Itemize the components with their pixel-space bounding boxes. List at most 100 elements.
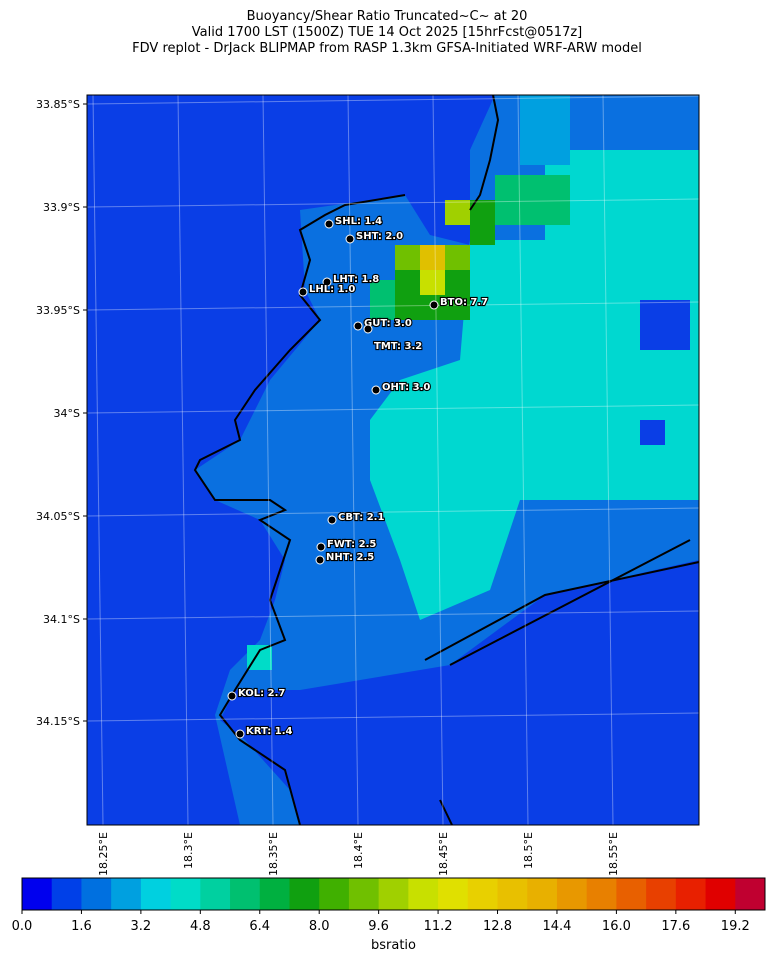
lon-label: 18.45°E <box>437 832 450 876</box>
colorbar-bin <box>111 878 142 910</box>
colorbar-tick-label: 19.2 <box>721 919 750 934</box>
title-line: Buoyancy/Shear Ratio Truncated~C~ at 20 <box>247 9 528 24</box>
station-marker <box>235 729 245 739</box>
colorbar-bin <box>51 878 82 910</box>
lon-label: 18.3°E <box>182 832 195 869</box>
station-marker <box>324 219 334 229</box>
station-label: FWT: 2.5 <box>327 539 376 550</box>
map-frame <box>86 94 700 826</box>
lon-label: 18.35°E <box>267 832 280 876</box>
colorbar-bin <box>705 878 736 910</box>
colorbar-bin <box>22 878 53 910</box>
station-label: LHL: 1.0 <box>309 284 355 295</box>
field-high <box>370 150 699 620</box>
station-marker <box>327 515 337 525</box>
colorbar-tick-label: 16.0 <box>602 919 631 934</box>
colorbar-tick-label: 1.6 <box>71 919 92 934</box>
station-label: LHT: 1.8 <box>333 274 379 285</box>
colorbar-bin <box>675 878 707 910</box>
colorbar-bin <box>527 878 558 910</box>
field-cell <box>470 200 495 245</box>
colorbar-tick-label: 4.8 <box>190 919 211 934</box>
colorbar-bin <box>170 878 201 910</box>
station-label: SHL: 1.4 <box>335 216 382 227</box>
station-label: SHT: 2.0 <box>356 231 403 242</box>
colorbar-bin <box>230 878 261 910</box>
colorbar: 0.0 1.6 3.2 4.8 6.4 8.0 9.6 11.2 12.8 14.4 16.0 17.… <box>12 877 766 953</box>
station-label: BTO: 7.7 <box>440 297 488 308</box>
colorbar-tick-label: 6.4 <box>249 919 270 934</box>
field-cell <box>420 245 445 270</box>
lon-label: 18.25°E <box>97 832 110 876</box>
station-marker <box>227 691 237 701</box>
station-marker <box>371 385 381 395</box>
station-label: NHT: 2.5 <box>326 552 374 563</box>
title-line: FDV replot - DrJack BLIPMAP from RASP 1.… <box>132 41 642 56</box>
colorbar-tick-label: 3.2 <box>131 919 152 934</box>
colorbar-bin <box>81 878 112 910</box>
colorbar-bin <box>200 878 231 910</box>
colorbar-bin <box>408 878 439 910</box>
colorbar-bin <box>378 878 409 910</box>
colorbar-bin <box>497 878 528 910</box>
colorbar-tick-label: 17.6 <box>661 919 690 934</box>
station-marker <box>322 277 332 287</box>
station-label: GUT: 3.0 <box>364 318 412 329</box>
colorbar-bin <box>735 878 766 910</box>
station-label: KOL: 2.7 <box>238 688 285 699</box>
station-marker <box>315 555 325 565</box>
field-cell <box>445 200 470 225</box>
field-cell <box>520 95 570 165</box>
colorbar-tick-label: 11.2 <box>424 919 453 934</box>
colorbar-tick-label: 9.6 <box>368 919 389 934</box>
colorbar-bin <box>646 878 677 910</box>
colorbar-tick-label: 12.8 <box>483 919 512 934</box>
colorbar-bin <box>259 878 290 910</box>
colorbar-frame <box>21 877 766 911</box>
station-label: TMT: 3.2 <box>374 341 422 352</box>
lat-label: 33.9°S <box>43 201 80 214</box>
colorbar-bin <box>467 878 499 910</box>
axes: 33.85°S 33.9°S 33.95°S 34°S 34.05°S 34.1°S 34.… <box>36 98 620 876</box>
colorbar-bin <box>616 878 647 910</box>
lon-label: 18.4°E <box>352 832 365 869</box>
lon-label: 18.55°E <box>607 832 620 876</box>
lat-label: 33.85°S <box>36 98 80 111</box>
title-block: Buoyancy/Shear Ratio Truncated~C~ at 20V… <box>132 9 642 56</box>
lon-label: 18.5°E <box>522 832 535 869</box>
station-marker <box>316 542 326 552</box>
colorbar-bin <box>438 878 469 910</box>
colorbar-label: bsratio <box>371 938 416 953</box>
colorbar-bin <box>348 878 380 910</box>
station-marker <box>298 287 308 297</box>
field-cell <box>420 270 445 295</box>
colorbar-bin <box>140 878 172 910</box>
colorbar-bin <box>319 878 350 910</box>
field-cell <box>640 300 690 350</box>
station-label: OHT: 3.0 <box>382 382 430 393</box>
title-line: Valid 1700 LST (1500Z) TUE 14 Oct 2025 [… <box>192 25 582 40</box>
colorbar-tick-label: 8.0 <box>309 919 330 934</box>
station-marker <box>353 321 363 331</box>
field-cell <box>640 420 665 445</box>
colorbar-bin <box>289 878 320 910</box>
station-label: KRT: 1.4 <box>246 726 293 737</box>
field-cell <box>495 175 570 225</box>
graticule <box>86 94 700 826</box>
lat-label: 34.1°S <box>43 613 80 626</box>
station-marker <box>429 300 439 310</box>
colorbar-tick-label: 14.4 <box>542 919 571 934</box>
coastline <box>193 94 700 826</box>
lat-label: 33.95°S <box>36 304 80 317</box>
lat-label: 34.05°S <box>36 510 80 523</box>
lat-label: 34°S <box>54 407 80 420</box>
colorbar-bin <box>556 878 588 910</box>
station-marker <box>363 324 373 334</box>
colorbar-tick-label: 0.0 <box>12 919 33 934</box>
station-marker <box>345 234 355 244</box>
station-label: CBT: 2.1 <box>338 512 384 523</box>
colorbar-bin <box>586 878 617 910</box>
